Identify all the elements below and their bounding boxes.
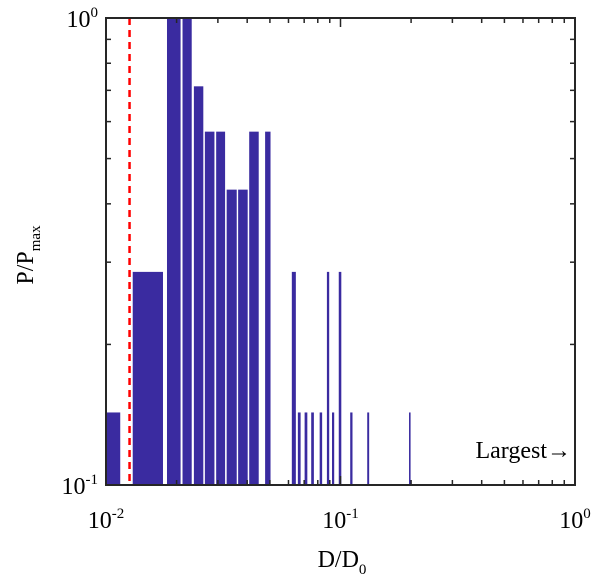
histogram-bar (204, 131, 215, 485)
largest-annotation: Largest→ (475, 438, 571, 464)
y-axis-label: P/Pmax (13, 225, 44, 285)
histogram-bar (409, 412, 411, 485)
histogram-bar (249, 131, 259, 485)
histogram-bar (265, 131, 271, 485)
histogram-bar (367, 412, 370, 485)
y-tick-label: 10-1 (62, 472, 99, 500)
histogram-bar (350, 412, 353, 485)
ticks-layer (105, 17, 576, 486)
histogram-bar (238, 189, 248, 485)
histogram-bar (166, 18, 181, 485)
histogram-bar (304, 412, 308, 485)
histogram-bar (291, 271, 296, 485)
y-tick-label: 100 (67, 5, 99, 33)
histogram-bar (182, 18, 192, 485)
histogram-bar (106, 412, 121, 485)
histogram-bar (193, 86, 204, 485)
histogram-bar (226, 189, 237, 485)
histogram-bar (297, 412, 301, 485)
bars-layer (106, 18, 576, 485)
x-axis-label: D/D0 (318, 547, 367, 578)
x-tick-label: 100 (559, 506, 591, 534)
x-tick-label: 10-2 (88, 506, 125, 534)
histogram-bar (216, 131, 226, 485)
histogram-bar (338, 271, 342, 485)
histogram-bar (311, 412, 314, 485)
labels-layer: 10-2 10-1 100 10-1 100 D/D0 P/Pmax Largest→ (13, 5, 591, 578)
histogram-bar (319, 412, 323, 485)
x-tick-label: 10-1 (322, 506, 359, 534)
histogram-bar (132, 271, 163, 485)
histogram-bar (332, 412, 335, 485)
histogram-bar (326, 271, 330, 485)
